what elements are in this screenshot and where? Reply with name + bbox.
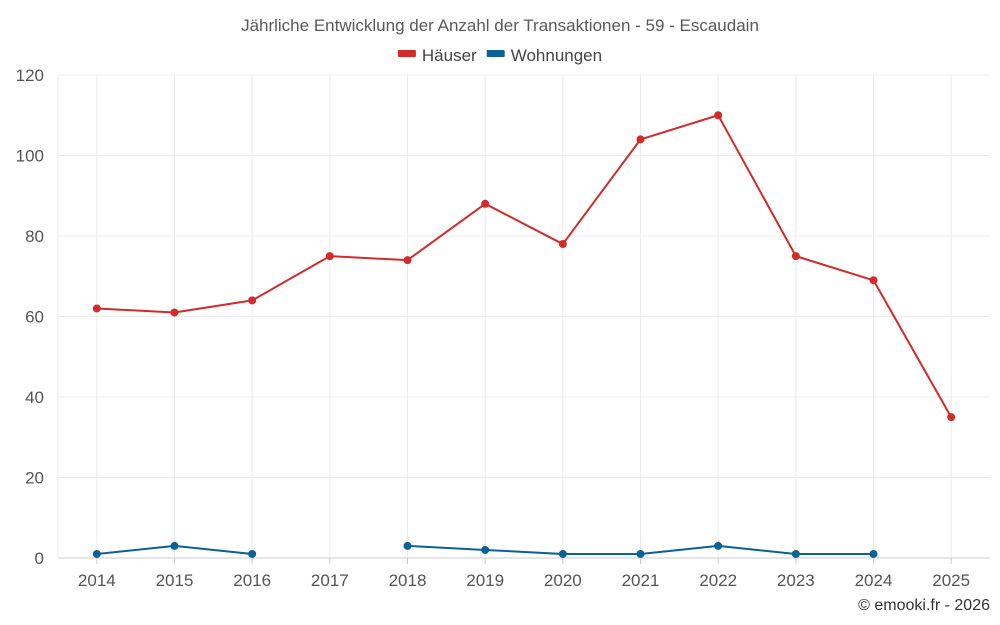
data-point-h-user[interactable] xyxy=(403,256,412,265)
data-point-wohnungen[interactable] xyxy=(170,541,179,550)
y-tick-label: 40 xyxy=(25,388,44,407)
data-point-h-user[interactable] xyxy=(248,296,257,305)
data-point-h-user[interactable] xyxy=(170,308,179,317)
x-tick-label: 2018 xyxy=(389,571,427,590)
data-point-wohnungen[interactable] xyxy=(403,541,412,550)
x-tick-label: 2022 xyxy=(699,571,737,590)
legend-item[interactable]: Wohnungen xyxy=(486,46,602,65)
x-axis: 2014 2015 2016 2017 2018 2019 2020 2021 2022 2023… xyxy=(58,557,990,590)
y-tick-label: 120 xyxy=(16,66,44,85)
legend-label: Wohnungen xyxy=(511,46,602,65)
x-tick-label: 2019 xyxy=(466,571,504,590)
grid xyxy=(57,74,990,558)
series-line-h-user xyxy=(96,114,953,418)
legend: Häuser Wohnungen xyxy=(397,46,602,65)
y-tick-label: 80 xyxy=(25,227,44,246)
data-point-wohnungen[interactable] xyxy=(248,549,257,558)
data-point-wohnungen[interactable] xyxy=(714,541,723,550)
x-tick-label: 2014 xyxy=(78,571,116,590)
y-tick-label: 100 xyxy=(16,147,44,166)
series-layer xyxy=(92,111,956,558)
legend-swatch xyxy=(486,50,505,57)
x-tick-label: 2024 xyxy=(855,571,893,590)
data-point-h-user[interactable] xyxy=(558,240,567,249)
data-point-wohnungen[interactable] xyxy=(92,549,101,558)
y-tick-label: 60 xyxy=(25,308,44,327)
x-tick-label: 2025 xyxy=(932,571,970,590)
x-tick-label: 2020 xyxy=(544,571,582,590)
y-tick-label: 20 xyxy=(25,469,44,488)
x-tick-label: 2015 xyxy=(156,571,194,590)
x-tick-label: 2023 xyxy=(777,571,815,590)
y-tick-label: 0 xyxy=(35,549,44,568)
legend-item[interactable]: Häuser xyxy=(397,46,477,65)
data-point-h-user[interactable] xyxy=(481,199,490,208)
data-point-wohnungen[interactable] xyxy=(636,549,645,558)
data-point-h-user[interactable] xyxy=(92,304,101,313)
data-point-wohnungen[interactable] xyxy=(791,549,800,558)
data-point-wohnungen[interactable] xyxy=(481,545,490,554)
data-point-h-user[interactable] xyxy=(714,111,723,120)
x-tick-label: 2021 xyxy=(622,571,660,590)
data-point-h-user[interactable] xyxy=(869,276,878,285)
data-point-h-user[interactable] xyxy=(636,135,645,144)
data-point-wohnungen[interactable] xyxy=(869,549,878,558)
x-tick-label: 2017 xyxy=(311,571,349,590)
data-point-h-user[interactable] xyxy=(325,252,334,261)
legend-swatch xyxy=(397,50,416,57)
chart-title: Jährliche Entwicklung der Anzahl der Tra… xyxy=(241,16,759,35)
data-point-h-user[interactable] xyxy=(947,413,956,422)
data-point-wohnungen[interactable] xyxy=(558,549,567,558)
credit-text: © emooki.fr - 2026 xyxy=(858,597,990,614)
data-point-h-user[interactable] xyxy=(791,252,800,261)
y-axis: 0 20 40 60 80 100 120 xyxy=(16,66,44,568)
x-tick-label: 2016 xyxy=(233,571,271,590)
legend-label: Häuser xyxy=(422,46,477,65)
